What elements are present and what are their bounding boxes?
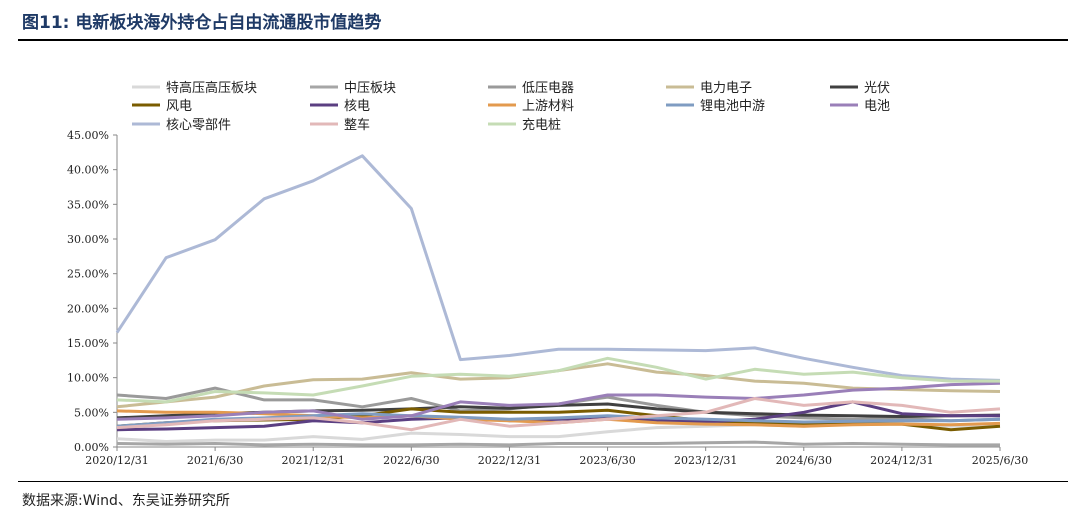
legend-label: 充电桩 xyxy=(522,117,561,133)
legend-label: 低压电器 xyxy=(522,81,574,96)
y-tick-label: 35.00% xyxy=(67,198,109,211)
y-tick-label: 0.00% xyxy=(74,441,109,454)
x-tick-label: 2020/12/31 xyxy=(85,454,148,467)
y-tick-label: 20.00% xyxy=(67,302,109,315)
bottom-rule xyxy=(18,481,1068,482)
y-tick-label: 5.00% xyxy=(74,406,109,419)
source-note: 数据来源:Wind、东吴证券研究所 xyxy=(22,493,230,509)
legend-label: 上游材料 xyxy=(522,99,574,114)
y-tick-label: 45.00% xyxy=(67,129,109,142)
x-tick-label: 2023/6/30 xyxy=(579,454,635,467)
series-line-11 xyxy=(115,154,1001,382)
x-tick-label: 2024/6/30 xyxy=(776,454,832,467)
series-line-13 xyxy=(116,356,1000,404)
top-rule xyxy=(18,39,1068,41)
x-tick-label: 2021/6/30 xyxy=(187,454,243,467)
x-tick-label: 2021/12/31 xyxy=(282,454,345,467)
series-line-10 xyxy=(116,381,1001,421)
legend-label: 整车 xyxy=(344,117,370,133)
chart-series xyxy=(115,154,1001,447)
legend-label: 光伏 xyxy=(864,81,890,96)
x-tick-label: 2022/12/31 xyxy=(478,454,541,467)
legend-label: 电池 xyxy=(864,99,890,114)
figure-label: 图11: xyxy=(22,13,70,33)
x-tick-label: 2022/6/30 xyxy=(383,454,439,467)
series-line-12 xyxy=(116,397,1001,432)
figure-title: 图11: 电新板块海外持仓占自由流通股市值趋势 xyxy=(22,8,381,38)
legend-label: 电力电子 xyxy=(700,81,752,96)
legend-label: 特高压高压板块 xyxy=(166,80,257,96)
y-tick-label: 10.00% xyxy=(67,372,109,385)
legend-label: 核电 xyxy=(344,99,370,114)
y-tick-label: 25.00% xyxy=(67,268,109,281)
figure-title-text: 电新板块海外持仓占自由流通股市值趋势 xyxy=(75,13,382,33)
x-tick-label: 2023/12/31 xyxy=(674,454,737,467)
y-tick-label: 15.00% xyxy=(67,337,109,350)
y-tick-label: 40.00% xyxy=(67,164,109,177)
y-tick-label: 30.00% xyxy=(67,233,109,246)
legend-label: 锂电池中游 xyxy=(700,99,765,114)
series-line-2 xyxy=(116,440,1000,447)
legend-label: 风电 xyxy=(166,99,192,114)
legend-label: 核心零部件 xyxy=(166,118,231,133)
legend-label: 中压板块 xyxy=(344,81,396,96)
x-tick-label: 2024/12/31 xyxy=(870,454,933,467)
x-tick-label: 2025/6/30 xyxy=(972,454,1028,467)
